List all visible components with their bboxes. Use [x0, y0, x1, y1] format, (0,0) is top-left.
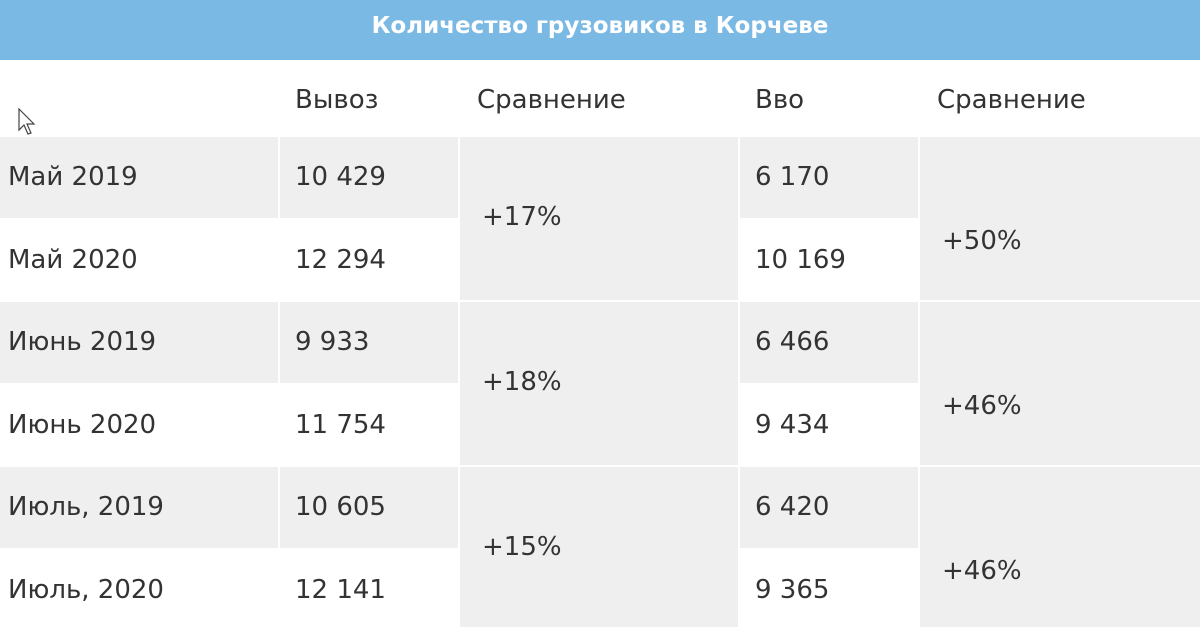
- import-change: +50%: [920, 137, 1200, 300]
- row-label: Июль, 2020: [8, 574, 164, 605]
- export-value: 11 754: [295, 409, 386, 440]
- import-value: 6 420: [740, 467, 918, 548]
- import-value: 9 365: [755, 574, 830, 605]
- export-value: 10 605: [280, 467, 458, 548]
- export-change: +17%: [460, 137, 738, 300]
- row-label: Июнь 2019: [0, 302, 278, 383]
- row-label: Июнь 2020: [8, 409, 157, 440]
- header-cell: Сравнение: [937, 84, 1086, 115]
- import-value: 6 466: [740, 302, 918, 383]
- import-change: +46%: [920, 302, 1200, 465]
- import-value: 10 169: [755, 244, 846, 275]
- export-value: 9 933: [280, 302, 458, 383]
- export-value: 12 294: [295, 244, 386, 275]
- row-label: Май 2019: [0, 137, 278, 218]
- header-cell: Сравнение: [477, 84, 626, 115]
- row-label: Май 2020: [8, 244, 138, 275]
- row-label: Июль, 2019: [0, 467, 278, 548]
- table-title: Количество грузовиков в Корчеве: [0, 0, 1200, 60]
- export-value: 10 429: [280, 137, 458, 218]
- import-value: 9 434: [755, 409, 830, 440]
- cursor-icon: [18, 108, 36, 135]
- import-change: +46%: [920, 467, 1200, 627]
- export-change: +15%: [460, 467, 738, 627]
- import-value: 6 170: [740, 137, 918, 218]
- export-value: 12 141: [295, 574, 386, 605]
- header-cell: Вво: [755, 84, 805, 115]
- export-change: +18%: [460, 302, 738, 465]
- header-cell: Вывоз: [295, 84, 379, 115]
